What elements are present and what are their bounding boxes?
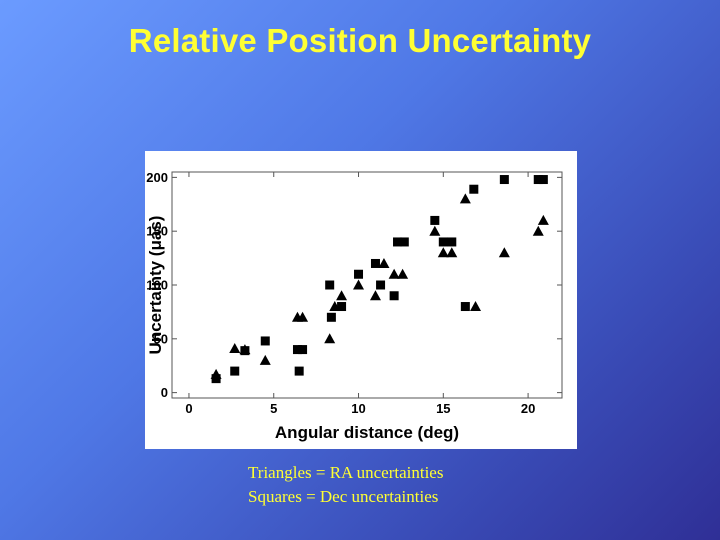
square-marker [460,302,470,312]
caption-triangles: Triangles = RA uncertainties [248,463,444,482]
square-marker [260,336,270,346]
square-marker [447,237,457,247]
square-marker [230,366,240,376]
triangle-marker [397,268,409,279]
square-marker [389,291,399,301]
square-marker [533,175,543,185]
x-tick-label: 15 [436,401,450,416]
square-marker [240,346,250,356]
y-tick-label: 50 [154,331,168,346]
y-axis-ticks: 0 50 100 150 200 [146,170,562,400]
x-axis-label: Angular distance (deg) [275,423,459,442]
square-marker [354,269,364,279]
triangle-marker [378,257,390,268]
triangle-marker [324,333,336,344]
triangle-marker [459,193,471,204]
triangle-marker [388,268,400,279]
x-tick-label: 0 [185,401,192,416]
triangle-marker [297,311,309,322]
square-marker [292,345,302,355]
x-axis-ticks: 0 5 10 15 20 [185,172,535,416]
square-marker [325,280,335,290]
triangle-marker [229,342,241,353]
triangle-marker [532,225,544,236]
triangle-marker [470,301,482,312]
triangle-marker [369,290,381,301]
square-marker [399,237,409,247]
triangle-marker [537,214,549,225]
x-tick-label: 20 [521,401,535,416]
square-marker [438,237,448,247]
data-markers [210,175,549,384]
triangle-marker [336,290,348,301]
square-marker [326,312,336,322]
triangle-marker [437,247,449,258]
scatter-chart: 0 50 100 150 200 0 5 10 15 20 Angular distance (… [146,170,563,442]
y-tick-label: 0 [161,385,168,400]
slide-title: Relative Position Uncertainty [128,22,592,59]
square-marker [469,184,479,194]
square-marker [294,366,304,376]
square-marker [538,175,548,185]
y-tick-label: 150 [146,224,168,239]
x-tick-label: 10 [351,401,365,416]
chart-panel: 0 50 100 150 200 0 5 10 15 20 Angular distance (… [145,151,577,449]
square-marker [211,374,221,384]
caption-squares: Squares = Dec uncertainties [248,487,439,506]
x-tick-label: 5 [270,401,277,416]
plot-area-frame [171,171,563,399]
square-marker [370,258,380,268]
square-marker [499,175,509,185]
triangle-marker [429,225,441,236]
legend-caption: Triangles = RA uncertainties Squares = D… [248,461,443,509]
triangle-marker [353,279,365,290]
square-marker [376,280,386,290]
triangle-marker [446,247,458,258]
y-tick-label: 200 [146,170,168,185]
square-marker [337,302,347,312]
square-marker [430,215,440,225]
square-marker [393,237,403,247]
y-axis-label: Uncertainty (μas) [146,216,165,355]
triangle-marker [259,354,271,365]
y-tick-label: 100 [146,278,168,293]
triangle-marker [498,247,510,258]
square-marker [298,345,308,355]
